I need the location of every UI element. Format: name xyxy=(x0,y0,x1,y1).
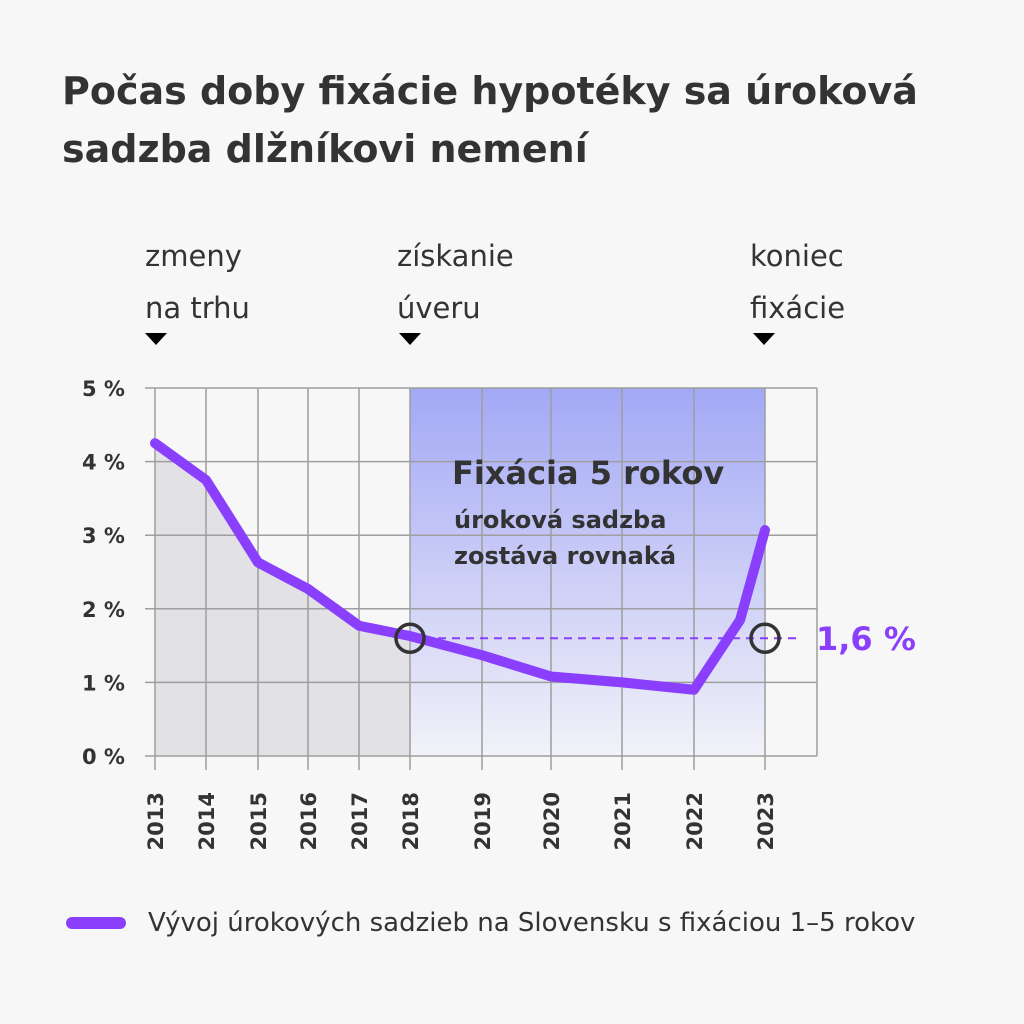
phase-label-line: fixácie xyxy=(750,291,846,325)
history-area xyxy=(155,443,410,756)
series-line xyxy=(150,438,770,695)
y-tick-label: 3 % xyxy=(82,524,125,548)
x-tick-label: 2015 xyxy=(247,792,271,850)
phase-label-line: získanie xyxy=(397,239,514,273)
phase-label-loan-obtained: získanie úveru xyxy=(397,230,514,334)
fixation-annotation: Fixácia 5 rokov úroková sadzba zostáva rov… xyxy=(410,454,916,658)
x-tick-label: 2022 xyxy=(683,792,707,850)
x-tick-label: 2018 xyxy=(399,792,423,850)
legend-swatch xyxy=(66,917,126,929)
fixation-text-line: zostáva rovnaká xyxy=(454,542,676,570)
x-axis-tick-labels: 2013 2014 2015 2016 2017 2018 2019 2020 2021 2022… xyxy=(144,792,778,850)
chart-title: Počas doby fixácie hypotéky sa úroková s… xyxy=(62,62,962,178)
legend: Vývoj úrokových sadzieb na Slovensku s f… xyxy=(66,908,915,938)
x-tick-label: 2017 xyxy=(348,792,372,850)
x-tick-label: 2014 xyxy=(195,792,219,850)
phase-label-line: zmeny xyxy=(145,239,242,273)
arrow-down-icon xyxy=(753,333,775,345)
phase-label-market-changes: zmeny na trhu xyxy=(145,230,250,334)
chart-title-line-2: sadzba dlžníkovi nemení xyxy=(62,127,588,171)
x-tick-label: 2023 xyxy=(754,792,778,850)
fixation-marker xyxy=(749,622,781,654)
x-tick-label: 2020 xyxy=(540,792,564,850)
fixation-marker xyxy=(394,622,426,654)
series-layer xyxy=(150,438,770,695)
arrow-down-icon xyxy=(399,333,421,345)
x-tick-label: 2013 xyxy=(144,792,168,850)
fixation-heading: Fixácia 5 rokov xyxy=(452,454,724,492)
arrow-down-icon xyxy=(145,333,167,345)
markers-layer xyxy=(394,622,781,654)
phase-label-fixation-end: koniec fixácie xyxy=(750,230,845,334)
x-tick-label: 2019 xyxy=(471,792,495,850)
y-tick-label: 1 % xyxy=(82,671,125,695)
x-tick-label: 2021 xyxy=(611,792,635,850)
legend-label: Vývoj úrokových sadzieb na Slovensku s f… xyxy=(148,908,916,938)
y-tick-label: 2 % xyxy=(82,598,125,622)
phase-label-line: na trhu xyxy=(145,291,250,325)
y-tick-label: 0 % xyxy=(82,745,125,769)
y-axis-tick-labels: 0 % 1 % 2 % 3 % 4 % 5 % xyxy=(82,377,125,769)
phase-label-line: koniec xyxy=(750,239,844,273)
fixation-band xyxy=(410,388,765,756)
x-tick-label: 2016 xyxy=(297,792,321,850)
chart-background-layer xyxy=(155,388,765,756)
fixed-rate-label: 1,6 % xyxy=(816,620,916,658)
chart-title-line-1: Počas doby fixácie hypotéky sa úroková xyxy=(62,69,918,113)
y-tick-label: 4 % xyxy=(82,451,125,475)
fixation-text-line: úroková sadzba xyxy=(454,506,666,534)
y-tick-label: 5 % xyxy=(82,377,125,401)
phase-label-line: úveru xyxy=(397,291,481,325)
